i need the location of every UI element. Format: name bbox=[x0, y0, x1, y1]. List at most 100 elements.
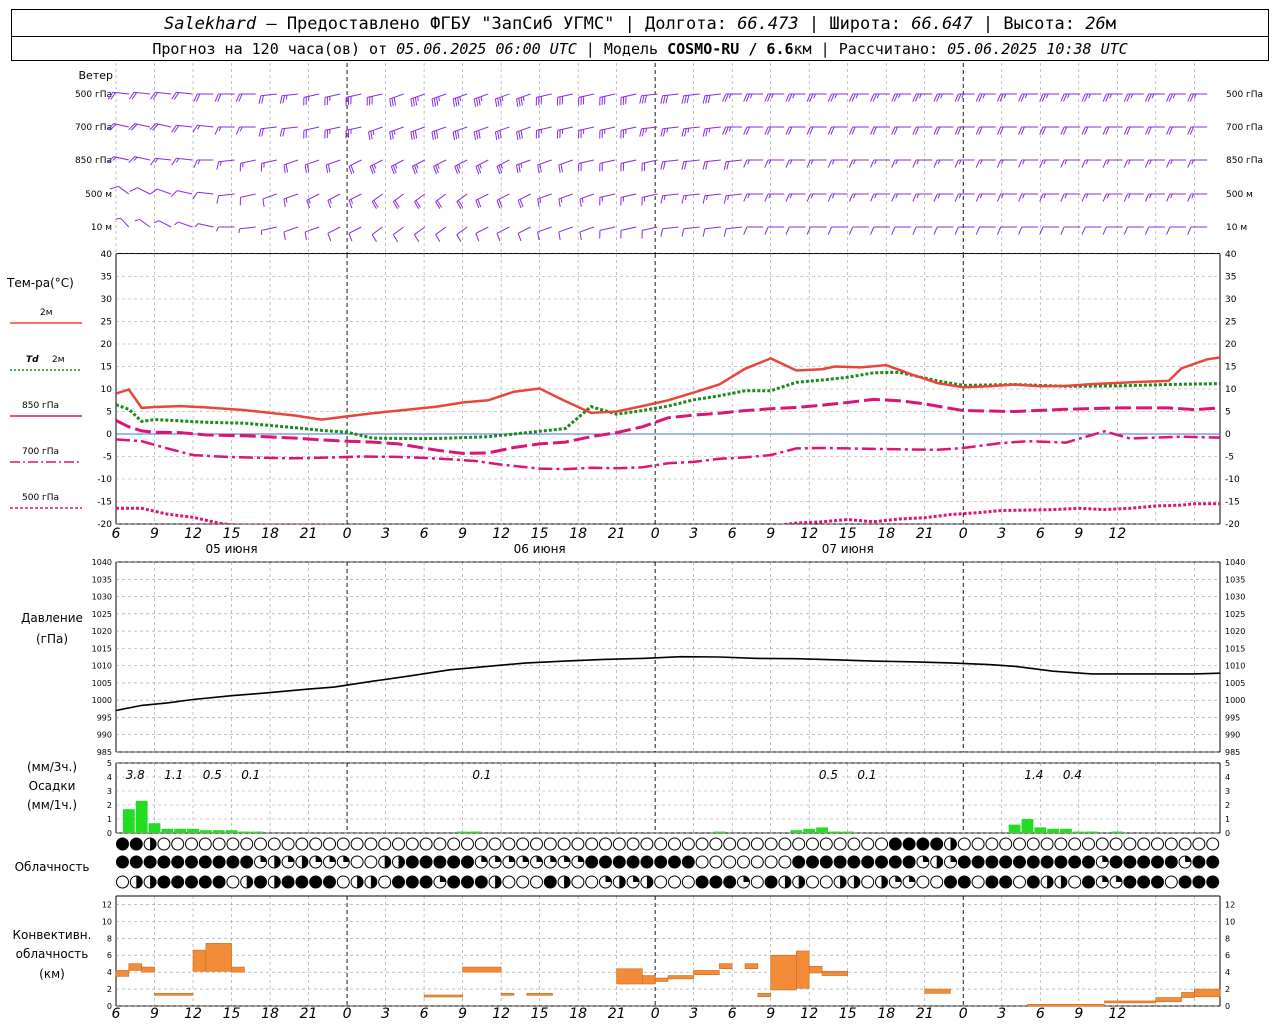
cloud-symbol bbox=[1013, 837, 1026, 851]
cloud-symbol bbox=[806, 875, 819, 889]
wind-barb-staff bbox=[218, 159, 235, 163]
time-tick-label: 3 bbox=[997, 526, 1006, 542]
cloud-symbol bbox=[792, 875, 806, 889]
cloud-symbol bbox=[447, 875, 461, 889]
cloud-symbol bbox=[323, 837, 336, 851]
wind-barb bbox=[660, 226, 679, 237]
wind-barb-staff bbox=[348, 193, 362, 201]
wind-barb-flag bbox=[982, 93, 986, 99]
wind-barb-flag bbox=[539, 198, 542, 203]
wind-barb-flag bbox=[329, 199, 332, 204]
cloud-symbol bbox=[1109, 875, 1123, 889]
cloud-symbol bbox=[819, 875, 833, 889]
wind-barb bbox=[1166, 193, 1187, 202]
wind-barb-flag bbox=[975, 193, 980, 202]
cloud-symbol bbox=[861, 855, 875, 869]
pressure-tick-left: 1000 bbox=[92, 696, 112, 705]
cloud-quarter bbox=[522, 856, 529, 862]
cloud-circle bbox=[778, 855, 792, 869]
wind-barb-flag bbox=[282, 128, 286, 137]
wind-barb-flag bbox=[389, 98, 392, 108]
wind-barb-staff bbox=[620, 159, 637, 164]
wind-barb-staff bbox=[303, 93, 320, 98]
wind-level-right: 700 гПа bbox=[1226, 123, 1263, 133]
cloud-symbol bbox=[585, 875, 599, 889]
cloud-circle bbox=[309, 875, 323, 889]
wind-barb-flag bbox=[519, 199, 524, 208]
wind-barb-flag bbox=[827, 193, 832, 202]
cloud-symbol bbox=[185, 837, 198, 851]
time-tick-label: 0 bbox=[651, 1006, 660, 1022]
cloud-symbol bbox=[185, 875, 198, 889]
wind-barb bbox=[496, 193, 510, 209]
wind-barb-flag bbox=[957, 126, 962, 135]
wind-barb-flag bbox=[1144, 159, 1150, 168]
wind-barb-flag bbox=[813, 93, 817, 99]
wind-barb-flag bbox=[895, 193, 899, 199]
wind-barb bbox=[150, 157, 172, 166]
wind-barb bbox=[1166, 159, 1187, 168]
cloud-circle bbox=[281, 875, 295, 889]
wind-barb-flag bbox=[684, 195, 687, 200]
cloud-symbol bbox=[654, 855, 668, 869]
wind-level-left: 500 м bbox=[85, 190, 112, 200]
cloud-symbol bbox=[419, 875, 433, 889]
wind-barb-flag bbox=[1018, 159, 1023, 168]
cloud-circle bbox=[1040, 855, 1054, 869]
wind-barb-flag bbox=[1109, 93, 1113, 99]
wind-barb-flag bbox=[954, 159, 959, 168]
cloud-circle bbox=[626, 837, 640, 851]
wind-barb-flag bbox=[1084, 126, 1089, 135]
precip-total-label: 0.4 bbox=[1063, 768, 1082, 782]
wind-barb-flag bbox=[1041, 126, 1047, 135]
wind-barb-staff bbox=[456, 193, 468, 202]
precip-bar bbox=[1021, 819, 1034, 833]
wind-barb-staff bbox=[176, 124, 193, 128]
wind-barb-flag bbox=[912, 126, 917, 135]
wind-barb-flag bbox=[1168, 126, 1173, 135]
wind-barb-flag bbox=[1189, 93, 1195, 102]
wind-barb-flag bbox=[435, 97, 439, 106]
cloud-circle bbox=[792, 855, 806, 869]
wind-barb-flag bbox=[1187, 93, 1192, 102]
wind-barb-staff bbox=[371, 193, 383, 202]
cloud-symbol bbox=[557, 837, 571, 851]
conv-tick-right: 0 bbox=[1225, 1002, 1230, 1011]
wind-barb bbox=[1081, 126, 1102, 135]
wind-barb-flag bbox=[516, 164, 519, 174]
conv-tick-left: 2 bbox=[107, 985, 112, 994]
cloud-symbol bbox=[116, 855, 129, 869]
wind-barb-staff bbox=[262, 193, 278, 200]
wind-barb-flag bbox=[686, 95, 690, 104]
wind-barb-flag bbox=[1102, 226, 1107, 235]
wind-barb-flag bbox=[1022, 159, 1025, 165]
cloud-circle bbox=[185, 855, 198, 869]
wind-barb-flag bbox=[852, 193, 856, 199]
wind-barb-staff bbox=[155, 123, 172, 128]
wind-barb-flag bbox=[1081, 193, 1086, 202]
wind-barb-flag bbox=[766, 126, 772, 135]
wind-barb-flag bbox=[870, 126, 875, 135]
precip-total-label: 0.5 bbox=[819, 768, 838, 782]
wind-barb-flag bbox=[369, 166, 374, 175]
wind-barb bbox=[975, 226, 996, 235]
cloud-symbol bbox=[916, 837, 930, 851]
cloud-quarter bbox=[508, 856, 515, 862]
wind-barb bbox=[174, 221, 193, 228]
wind-barb bbox=[743, 126, 764, 135]
wind-barb-flag bbox=[743, 126, 748, 135]
time-tick-label: 9 bbox=[1074, 526, 1083, 542]
wind-barb-flag bbox=[499, 130, 502, 139]
wind-barb bbox=[1039, 126, 1060, 135]
wind-barb-staff bbox=[346, 93, 362, 98]
wind-barb-staff bbox=[704, 159, 721, 163]
wind-barb-flag bbox=[154, 220, 159, 224]
cloud-circle bbox=[157, 855, 171, 869]
cloud-circle bbox=[930, 875, 944, 889]
wind-barb bbox=[848, 193, 869, 202]
legend-t700-label: 700 гПа bbox=[22, 447, 59, 457]
wind-barb bbox=[556, 126, 573, 139]
wind-barb-flag bbox=[558, 198, 561, 208]
wind-barb-staff bbox=[642, 159, 658, 164]
